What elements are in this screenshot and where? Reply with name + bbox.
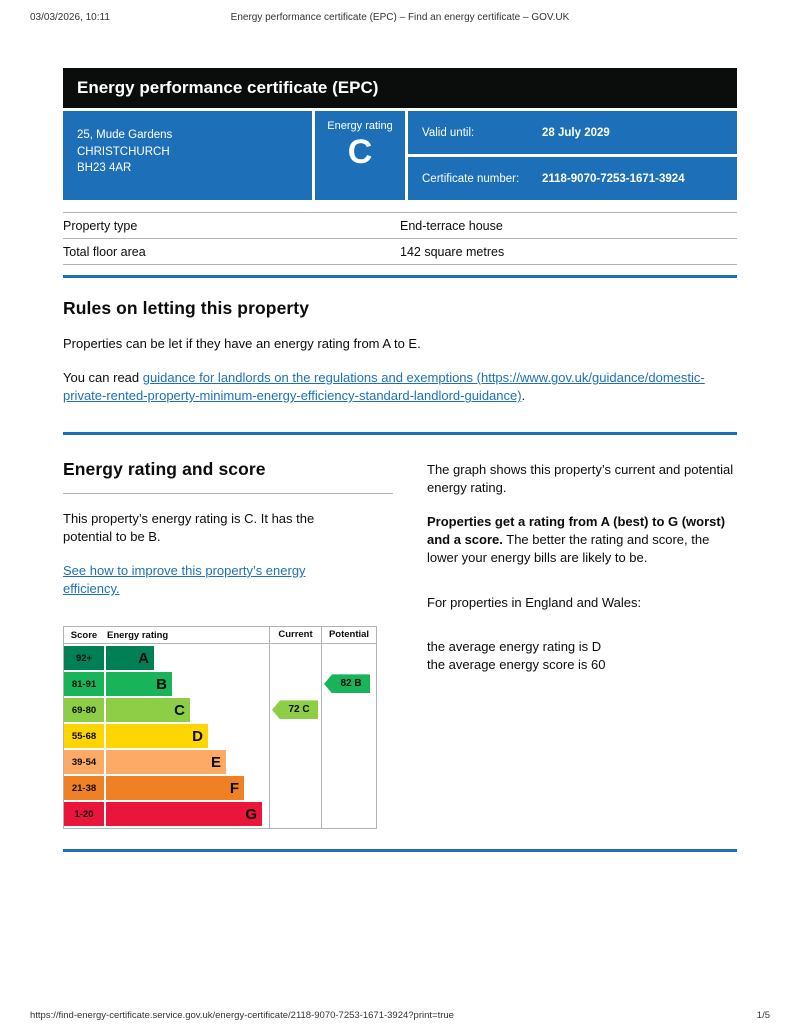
potential-column-divider xyxy=(321,644,322,829)
property-type-value: End-terrace house xyxy=(400,212,737,239)
graph-explainer-paragraph: The graph shows this property’s current … xyxy=(427,461,734,495)
floor-area-label: Total floor area xyxy=(63,238,400,265)
potential-column-header: Potential xyxy=(321,627,376,644)
energy-rating-value: C xyxy=(347,133,373,171)
band-score: 92+ xyxy=(64,646,104,671)
certificate-number-value: 2118-9070-7253-1671-3924 xyxy=(542,172,685,185)
landlord-guidance-link[interactable]: guidance for landlords on the regulation… xyxy=(63,370,705,404)
guidance-prefix: You can read xyxy=(63,370,143,386)
print-url: https://find-energy-certificate.service.… xyxy=(30,1010,454,1021)
epc-band-c: 69-80 C xyxy=(64,698,376,723)
band-bar: F xyxy=(106,776,244,801)
address-line-1: 25, Mude Gardens xyxy=(77,129,173,141)
energy-rating-heading: Energy rating and score xyxy=(63,459,393,494)
current-rating-marker: 72 C xyxy=(272,700,318,720)
current-column-header: Current xyxy=(269,627,321,644)
section-divider xyxy=(63,275,737,278)
band-score: 21-38 xyxy=(64,776,104,801)
certificate-number-row: Certificate number: 2118-9070-7253-1671-… xyxy=(408,157,737,200)
epc-band-d: 55-68 D xyxy=(64,724,376,749)
epc-graph-header: Score Energy rating Current Potential xyxy=(64,627,376,645)
band-bar: C xyxy=(106,698,190,723)
browser-print-footer: https://find-energy-certificate.service.… xyxy=(30,1010,770,1021)
certificate-number-label: Certificate number: xyxy=(422,172,520,185)
rating-scale-bold: Properties get a rating from A (best) to… xyxy=(427,513,726,548)
band-bar: E xyxy=(106,750,226,775)
rating-left-column: Energy rating and score This property’s … xyxy=(63,459,393,830)
table-row: Property type End-terrace house xyxy=(63,212,737,239)
epc-graph-body: 92+ A 81-91 B 69-80 C 55-68 xyxy=(64,644,376,829)
improve-efficiency-link[interactable]: See how to improve this property’s energ… xyxy=(63,562,306,597)
address-line-2: CHRISTCHURCH xyxy=(77,145,170,158)
energy-rating-label: Energy rating xyxy=(327,120,393,132)
print-page-number: 1/5 xyxy=(756,1010,770,1021)
epc-band-f: 21-38 F xyxy=(64,776,376,801)
rating-summary-paragraph: This property’s energy rating is C. It h… xyxy=(63,510,315,544)
certificate-content: Energy performance certificate (EPC) 25,… xyxy=(63,68,737,853)
certificate-summary: 25, Mude Gardens CHRISTCHURCH BH23 4AR E… xyxy=(63,111,737,200)
band-score: 55-68 xyxy=(64,724,104,749)
letting-rules-heading: Rules on letting this property xyxy=(63,298,310,318)
property-details-table: Property type End-terrace house Total fl… xyxy=(63,212,737,265)
browser-print-header: Energy performance certificate (EPC) – F… xyxy=(30,12,770,26)
averages-paragraph: the average energy rating is D the averag… xyxy=(427,638,737,674)
england-wales-paragraph: For properties in England and Wales: xyxy=(427,594,642,610)
band-score: 39-54 xyxy=(64,750,104,775)
floor-area-value: 142 square metres xyxy=(400,238,737,265)
score-column-header: Score xyxy=(70,629,98,641)
energy-rating-box: Energy rating C xyxy=(315,111,405,200)
epc-band-b: 81-91 B xyxy=(64,672,376,697)
average-rating-line: the average energy rating is D xyxy=(427,638,602,654)
energy-rating-section: Energy rating and score This property’s … xyxy=(63,459,737,830)
rating-scale-rest: The better the rating and score, the low… xyxy=(427,532,710,566)
rating-scale-paragraph: Properties get a rating from A (best) to… xyxy=(427,513,737,568)
certificate-meta: Valid until: 28 July 2029 Certificate nu… xyxy=(408,111,737,200)
column-gap xyxy=(393,459,427,830)
energy-rating-column-header: Energy rating xyxy=(107,629,169,641)
guidance-suffix: . xyxy=(521,388,526,404)
page-title: Energy performance certificate (EPC) xyxy=(63,68,737,108)
band-bar: B xyxy=(106,672,172,697)
valid-until-row: Valid until: 28 July 2029 xyxy=(408,111,737,154)
guidance-paragraph: You can read guidance for landlords on t… xyxy=(63,369,737,405)
current-column-divider xyxy=(269,644,270,829)
band-bar: A xyxy=(106,646,154,671)
valid-until-value: 28 July 2029 xyxy=(542,126,610,139)
band-score: 1-20 xyxy=(64,802,104,827)
epc-band-e: 39-54 E xyxy=(64,750,376,775)
print-page-title: Energy performance certificate (EPC) – F… xyxy=(230,12,570,23)
band-score: 81-91 xyxy=(64,672,104,697)
band-bar: G xyxy=(106,802,262,827)
average-score-line: the average energy score is 60 xyxy=(427,656,606,672)
epc-band-a: 92+ A xyxy=(64,646,376,671)
table-row: Total floor area 142 square metres xyxy=(63,238,737,265)
rating-right-column: The graph shows this property’s current … xyxy=(427,459,737,830)
property-type-label: Property type xyxy=(63,212,400,239)
valid-until-label: Valid until: xyxy=(422,126,475,139)
epc-band-g: 1-20 G xyxy=(64,802,376,827)
address-line-3: BH23 4AR xyxy=(77,162,132,175)
epc-rating-graph: Score Energy rating Current Potential 92… xyxy=(63,626,377,830)
letting-rules-paragraph: Properties can be let if they have an en… xyxy=(63,336,421,351)
section-divider xyxy=(63,849,737,853)
band-score: 69-80 xyxy=(64,698,104,723)
print-datetime: 03/03/2026, 10:11 xyxy=(30,12,116,23)
potential-rating-marker: 82 B xyxy=(324,674,370,694)
section-divider xyxy=(63,431,737,435)
band-bar: D xyxy=(106,724,208,749)
property-address: 25, Mude Gardens CHRISTCHURCH BH23 4AR xyxy=(63,111,312,200)
